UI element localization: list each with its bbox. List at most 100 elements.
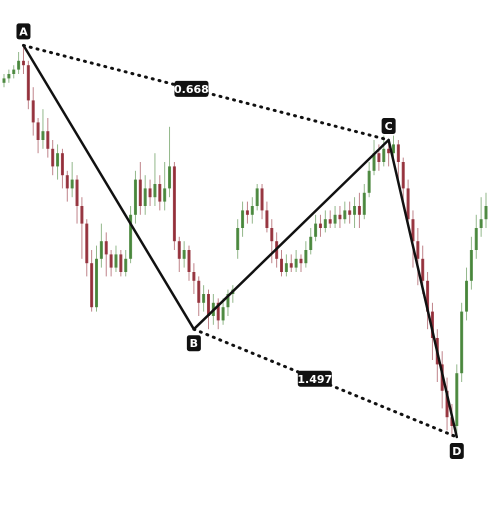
candle-body xyxy=(280,258,284,272)
candle xyxy=(12,65,16,79)
candle-body xyxy=(177,241,181,259)
candle xyxy=(353,197,357,228)
point-label-b: B xyxy=(186,335,201,352)
candle-body xyxy=(474,228,478,250)
candle-body xyxy=(338,214,342,220)
point-label-b-bg xyxy=(186,335,201,352)
candle-body xyxy=(202,294,206,303)
candle xyxy=(362,184,366,220)
candle-body xyxy=(60,153,64,176)
candle xyxy=(270,219,274,264)
candle xyxy=(416,228,420,286)
candle-body xyxy=(133,179,137,215)
candle xyxy=(357,192,361,228)
candle-body xyxy=(406,188,410,220)
candle-body xyxy=(377,153,381,162)
candle xyxy=(21,45,25,74)
candle-body xyxy=(348,210,352,215)
candle xyxy=(65,170,69,202)
candle xyxy=(333,206,337,228)
candle-body xyxy=(421,258,425,281)
ratio-label-bd: 1.497 xyxy=(297,370,332,387)
ratio-label-bd-bg xyxy=(297,370,332,387)
candle-body xyxy=(138,179,142,206)
candle-body xyxy=(104,241,108,255)
candle xyxy=(338,206,342,228)
candle xyxy=(445,377,449,431)
ratio-label-ac-text: 0.668 xyxy=(174,83,209,96)
point-label-a-text: A xyxy=(19,25,28,38)
candle-body xyxy=(226,294,230,308)
candle xyxy=(85,219,89,277)
candle xyxy=(36,118,40,154)
candle-body xyxy=(465,280,469,312)
candle xyxy=(148,179,152,206)
candle-body xyxy=(197,280,201,303)
candle xyxy=(187,245,191,281)
candle xyxy=(411,210,415,268)
candle xyxy=(99,223,103,268)
candle xyxy=(348,201,352,224)
candle xyxy=(328,210,332,228)
candle xyxy=(318,214,322,237)
candle-body xyxy=(95,258,99,308)
candle-body xyxy=(46,131,50,149)
candle-body xyxy=(255,188,259,206)
candle-body xyxy=(416,241,420,259)
candle xyxy=(7,69,11,83)
candle-body xyxy=(70,179,74,189)
candle-body xyxy=(172,166,176,242)
candle xyxy=(177,236,181,272)
candle-body xyxy=(445,390,449,418)
candle xyxy=(314,214,318,242)
point-label-d-text: D xyxy=(452,445,461,458)
candle xyxy=(367,162,371,198)
candle-body xyxy=(206,294,210,316)
candle xyxy=(304,241,308,268)
candle-body xyxy=(484,206,488,220)
candle xyxy=(299,254,303,272)
candle-body xyxy=(187,250,191,272)
candle xyxy=(192,263,196,294)
candle-body xyxy=(250,206,254,215)
candle xyxy=(396,140,400,180)
candle xyxy=(372,140,376,176)
candle xyxy=(469,236,473,290)
candle-body xyxy=(2,78,6,83)
candle-body xyxy=(236,228,240,250)
candle-body xyxy=(31,100,35,123)
point-label-d-bg xyxy=(449,443,464,459)
candle-body xyxy=(426,280,430,312)
candle xyxy=(143,175,147,215)
candle xyxy=(260,184,264,220)
candle-body xyxy=(221,307,225,321)
candle xyxy=(46,118,50,158)
candle-body xyxy=(26,65,30,101)
candle-body xyxy=(367,170,371,193)
candle-body xyxy=(391,144,395,154)
candle-body xyxy=(382,148,386,162)
candle-body xyxy=(245,210,249,215)
candle xyxy=(163,162,167,211)
candle xyxy=(289,254,293,272)
candle xyxy=(31,87,35,136)
pattern-leg-BC xyxy=(192,138,390,331)
candle-body xyxy=(21,60,25,66)
candle-body xyxy=(411,219,415,242)
candle-body xyxy=(372,153,376,171)
candle xyxy=(241,201,245,237)
candle-body xyxy=(7,74,11,79)
candle-body xyxy=(270,228,274,242)
candle-body xyxy=(158,184,162,202)
candle-body xyxy=(318,223,322,228)
candle xyxy=(197,276,201,316)
candle-body xyxy=(65,175,69,189)
candle xyxy=(484,192,488,228)
candle-body xyxy=(129,214,133,259)
candle xyxy=(51,140,55,176)
candle xyxy=(114,245,118,272)
candle-body xyxy=(216,302,220,321)
candle xyxy=(226,289,230,316)
